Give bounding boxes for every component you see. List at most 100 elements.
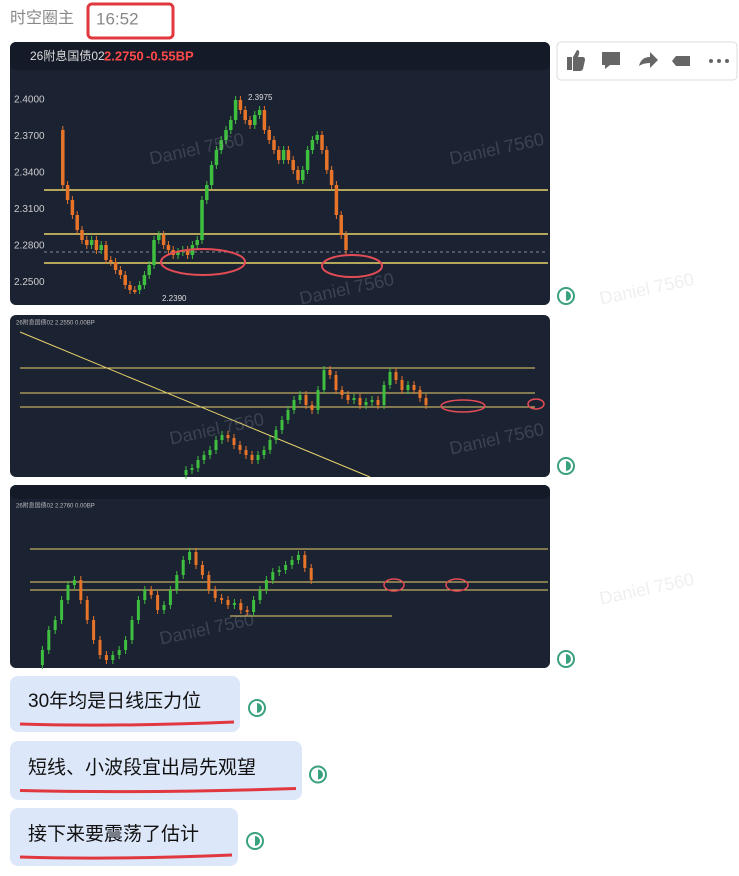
more-dot — [725, 59, 729, 63]
candle — [394, 372, 398, 380]
candle — [214, 440, 218, 450]
comment-button[interactable] — [602, 52, 620, 69]
candle — [156, 595, 160, 610]
candle — [382, 385, 386, 405]
candle — [303, 555, 307, 568]
candle — [147, 265, 151, 275]
candle — [370, 400, 374, 402]
read-status-fill — [566, 461, 571, 471]
candle — [262, 450, 266, 455]
chart-title: 26附息国债02 2.2760 0.00BP — [16, 502, 95, 510]
candle — [277, 570, 281, 572]
candle — [200, 565, 204, 575]
candle — [232, 603, 236, 605]
candle — [291, 160, 295, 170]
candle — [185, 250, 190, 255]
trend-line — [19, 331, 371, 478]
candle — [128, 285, 132, 290]
read-status-fill — [255, 836, 260, 846]
candle — [60, 600, 64, 620]
candle — [72, 580, 76, 585]
candle — [233, 100, 238, 120]
candle — [89, 240, 94, 245]
time-highlight — [86, 2, 175, 40]
candle — [226, 600, 230, 605]
candle — [248, 120, 252, 125]
read-status-icon — [309, 765, 327, 784]
candle — [175, 575, 179, 590]
candle — [412, 385, 416, 390]
candle — [243, 110, 247, 120]
action-bar — [556, 41, 738, 81]
more-dot — [717, 59, 721, 63]
candle — [244, 450, 248, 455]
candle — [352, 398, 356, 400]
candle — [94, 240, 99, 250]
candle — [85, 240, 89, 245]
chart-image — [10, 485, 550, 668]
read-status-icon — [248, 699, 266, 717]
candle — [66, 585, 70, 600]
highlight-circle — [440, 399, 486, 413]
candle — [358, 398, 362, 405]
candle — [168, 590, 172, 605]
highlight-circle — [160, 248, 246, 276]
chart-price: 2.2750 — [104, 48, 144, 63]
candle — [137, 285, 142, 290]
candle — [124, 640, 128, 650]
candle — [310, 140, 315, 150]
candle — [194, 552, 198, 565]
candle — [245, 610, 249, 612]
candle — [238, 445, 242, 450]
candle — [328, 370, 332, 375]
candle — [325, 150, 329, 170]
candle — [152, 240, 156, 265]
y-axis-label: 2.3400 — [14, 168, 45, 179]
chart-image — [10, 42, 550, 305]
candle — [258, 590, 262, 600]
candle — [130, 620, 134, 640]
delete-button[interactable] — [672, 56, 690, 66]
candle — [280, 420, 284, 430]
chart-title: 26附息国债02 2.2550 0.00BP — [16, 319, 95, 327]
candle — [262, 110, 267, 130]
message-text: 30年均是日线压力位 — [28, 690, 201, 712]
candle — [157, 235, 161, 240]
read-status-fill — [566, 291, 571, 301]
candle — [161, 235, 166, 245]
candle — [376, 400, 380, 405]
more-button[interactable] — [709, 59, 713, 63]
forward-button[interactable] — [639, 52, 658, 68]
candle — [286, 150, 291, 160]
message-text: 接下来要震荡了估计 — [28, 823, 199, 845]
candle — [344, 235, 348, 250]
y-axis-label: 2.2500 — [14, 277, 45, 288]
candle — [85, 600, 89, 620]
read-status-fill — [318, 769, 324, 780]
read-status-icon — [557, 287, 575, 305]
red-underline — [19, 720, 235, 727]
candle — [213, 590, 217, 598]
read-status-icon — [557, 457, 575, 475]
candle — [195, 240, 199, 245]
candle — [322, 370, 326, 390]
candle — [98, 640, 102, 655]
candle — [40, 650, 44, 665]
candle — [149, 590, 153, 595]
candle — [264, 580, 268, 590]
candle — [346, 395, 350, 400]
message-text: 短线、小波段宜出局先观望 — [28, 757, 256, 779]
low-label: 2.2390 — [162, 294, 187, 303]
message-bubble — [10, 741, 302, 800]
like-button[interactable] — [567, 50, 585, 71]
read-status-fill — [566, 654, 571, 664]
candle — [274, 430, 278, 440]
candle — [315, 135, 319, 140]
candle — [188, 552, 192, 560]
high-label: 2.3975 — [248, 93, 273, 102]
read-status-fill — [257, 703, 262, 713]
candle — [334, 185, 339, 215]
candle — [214, 150, 219, 165]
candle — [61, 130, 65, 185]
candle — [162, 605, 166, 610]
